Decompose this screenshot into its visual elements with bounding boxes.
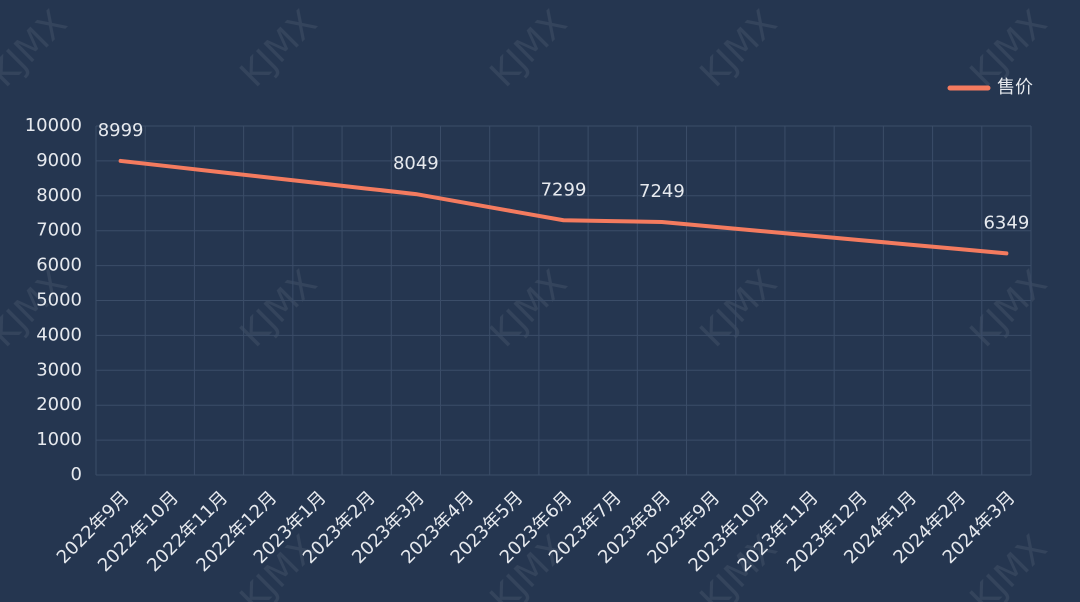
line: [118, 158, 1009, 256]
y-tick-label: 8000: [36, 185, 82, 206]
y-tick-label: 6000: [36, 255, 82, 276]
y-tick-label: 3000: [36, 359, 82, 380]
y-tick-label: 7000: [36, 220, 82, 241]
data-label: 7249: [639, 181, 685, 202]
y-tick-label: 5000: [36, 290, 82, 311]
y-tick-label: 10000: [25, 115, 82, 136]
y-tick-label: 4000: [36, 324, 82, 345]
data-label: 6349: [983, 212, 1029, 233]
data-label: 8999: [98, 120, 144, 141]
y-tick-label: 1000: [36, 429, 82, 450]
y-tick-label: 0: [71, 464, 82, 485]
data-label: 8049: [393, 153, 439, 174]
y-tick-label: 9000: [36, 150, 82, 171]
y-tick-label: 2000: [36, 394, 82, 415]
data-label: 7299: [541, 179, 587, 200]
legend-label: 售价: [997, 77, 1033, 98]
